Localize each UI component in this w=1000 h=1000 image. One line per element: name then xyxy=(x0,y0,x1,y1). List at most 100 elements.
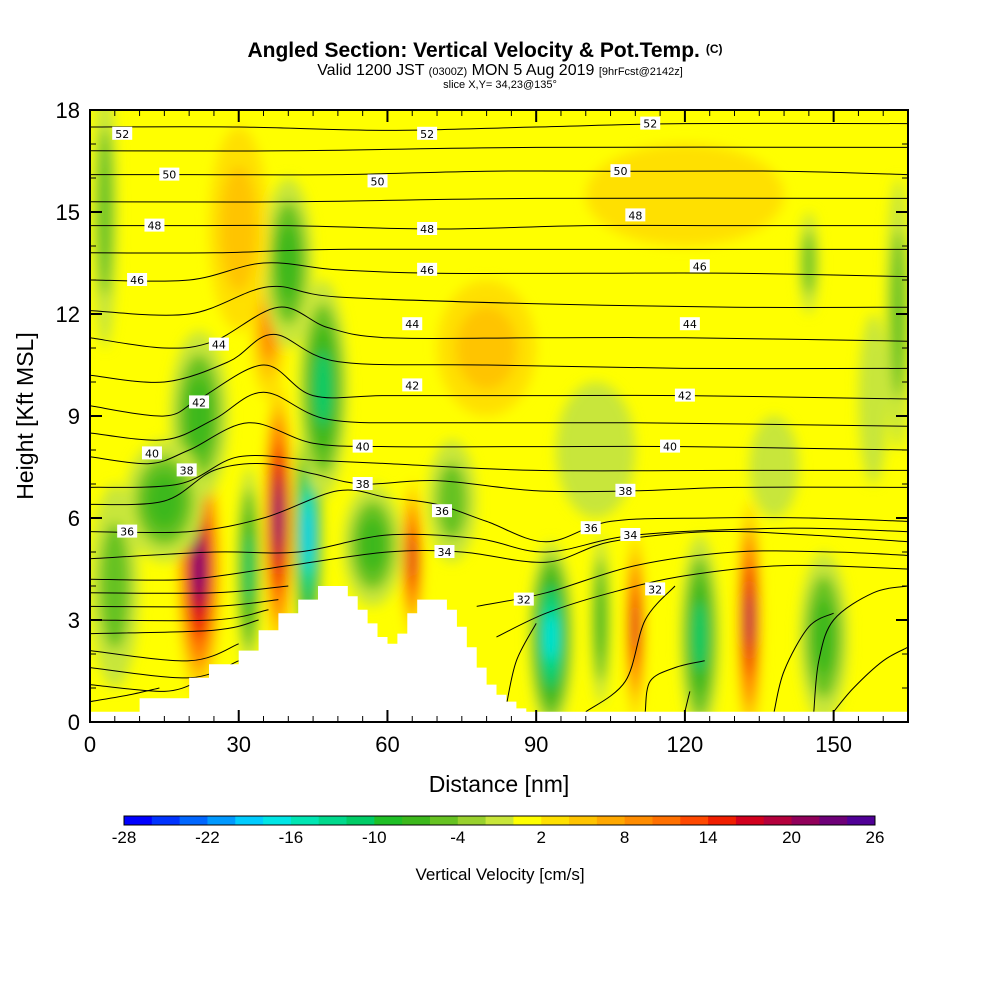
colorbar-swatch xyxy=(429,816,459,825)
contour-label: 46 xyxy=(417,262,438,277)
contour-label-bg xyxy=(352,477,373,490)
velocity-cell xyxy=(858,314,889,484)
isentrope-line xyxy=(90,333,908,383)
contour-label-bg xyxy=(141,446,162,460)
contour-label: 38 xyxy=(615,483,636,498)
y-tick-label: 15 xyxy=(56,200,80,225)
contour-label-bg xyxy=(660,439,681,453)
isentrope-line xyxy=(90,391,908,441)
colorbar-tick-label: 26 xyxy=(866,828,885,847)
x-tick-label: 150 xyxy=(815,732,852,757)
contour-label-bg xyxy=(674,388,695,402)
contour-label-text: 42 xyxy=(192,396,206,409)
velocity-cell xyxy=(596,582,606,658)
slice-label: slice X,Y= 34,23@135° xyxy=(443,79,557,91)
colorbar-swatch xyxy=(263,816,292,825)
contour-label: 48 xyxy=(625,208,646,222)
x-axis-label: Distance [nm] xyxy=(429,771,570,797)
colorbar-swatch xyxy=(124,816,153,825)
title-units: (C) xyxy=(706,42,723,56)
isentrope-line xyxy=(90,122,908,131)
contour-label-bg xyxy=(610,164,631,178)
contour-label-text: 38 xyxy=(180,464,194,477)
contour-label-bg xyxy=(513,592,534,606)
velocity-cell xyxy=(99,523,131,649)
contour-label-text: 40 xyxy=(663,441,677,454)
velocity-cell xyxy=(812,599,835,675)
contour-label-bg xyxy=(112,126,133,140)
colorbar-tick-label: 2 xyxy=(536,828,545,847)
x-tick-label: 0 xyxy=(84,732,96,757)
colorbar-swatch xyxy=(374,816,403,825)
contour-label: 34 xyxy=(620,528,641,542)
contour-label-bg xyxy=(159,167,180,181)
contour-label-text: 44 xyxy=(683,318,697,331)
contour-label: 52 xyxy=(112,126,133,141)
contour-label: 52 xyxy=(417,126,438,141)
contour-label-bg xyxy=(208,337,229,351)
colorbar: -28 -22 -16 -10 -4 2 8 14 20 26 xyxy=(112,815,885,847)
isentrope-line xyxy=(90,530,908,581)
colorbar-tick-label: -28 xyxy=(112,828,137,847)
subtitle-valid: Valid 1200 JST xyxy=(317,62,425,79)
contour-label-text: 38 xyxy=(618,485,632,498)
contour-label-text: 48 xyxy=(147,220,161,233)
contour-label-text: 52 xyxy=(115,128,129,141)
isentrope-line xyxy=(90,454,908,488)
colorbar-swatch xyxy=(541,816,570,825)
y-tick-label: 6 xyxy=(68,506,80,531)
colorbar-swatch xyxy=(735,816,765,825)
contour-label: 36 xyxy=(580,521,601,535)
contour-label: 40 xyxy=(141,446,162,460)
contour-label-text: 32 xyxy=(517,594,531,607)
colorbar-tick-label: -4 xyxy=(450,828,465,847)
contour-label: 42 xyxy=(674,388,695,403)
contour-label-text: 48 xyxy=(420,223,434,236)
contour-label-text: 50 xyxy=(613,165,627,178)
isentrope-line xyxy=(90,687,160,703)
isentrope-line xyxy=(90,527,908,560)
colorbar-swatch xyxy=(596,816,626,825)
colorbar-swatch xyxy=(290,816,320,825)
isentrope-line xyxy=(90,489,908,543)
contour-label-text: 40 xyxy=(145,447,159,460)
colorbar-swatch xyxy=(652,816,681,825)
colorbar-swatch xyxy=(708,816,737,825)
chart-subtitle: Valid 1200 JST (0300Z) MON 5 Aug 2019 [9… xyxy=(317,62,683,79)
velocity-cell xyxy=(97,128,113,296)
colorbar-tick-label: -16 xyxy=(279,828,304,847)
contour-label-bg xyxy=(144,218,165,232)
x-tick-label: 90 xyxy=(524,732,548,757)
contour-label-bg xyxy=(127,273,148,286)
colorbar-swatch xyxy=(513,816,542,825)
contour-label: 40 xyxy=(352,439,373,454)
contour-label-text: 36 xyxy=(120,526,134,539)
contour-label: 48 xyxy=(144,218,165,233)
y-axis-label: Height [Kft MSL] xyxy=(12,332,38,499)
colorbar-swatch xyxy=(569,816,598,825)
contour-label: 32 xyxy=(645,582,666,596)
contour-label: 44 xyxy=(679,317,700,331)
velocity-cell xyxy=(194,544,204,594)
isentrope-line xyxy=(813,585,908,712)
velocity-cell xyxy=(802,231,815,295)
colorbar-tick-label: -22 xyxy=(195,828,220,847)
colorbar-swatch xyxy=(624,816,653,825)
contour-label-bg xyxy=(189,395,210,409)
contour-label-text: 34 xyxy=(623,529,637,542)
colorbar-swatch xyxy=(179,816,208,825)
contour-label-bg xyxy=(402,317,423,331)
isentrope-line xyxy=(833,646,908,713)
colorbar-tick-label: 8 xyxy=(620,828,629,847)
colorbar-tick-label: 20 xyxy=(782,828,801,847)
isentrope-line xyxy=(90,609,269,622)
contour-label-bg xyxy=(679,317,700,331)
contour-label-bg xyxy=(417,126,438,140)
contour-label: 44 xyxy=(208,337,229,352)
isentrope-line xyxy=(773,612,834,712)
contour-label: 52 xyxy=(640,116,661,131)
contour-label-text: 42 xyxy=(678,390,692,403)
colorbar-swatch xyxy=(207,816,236,825)
